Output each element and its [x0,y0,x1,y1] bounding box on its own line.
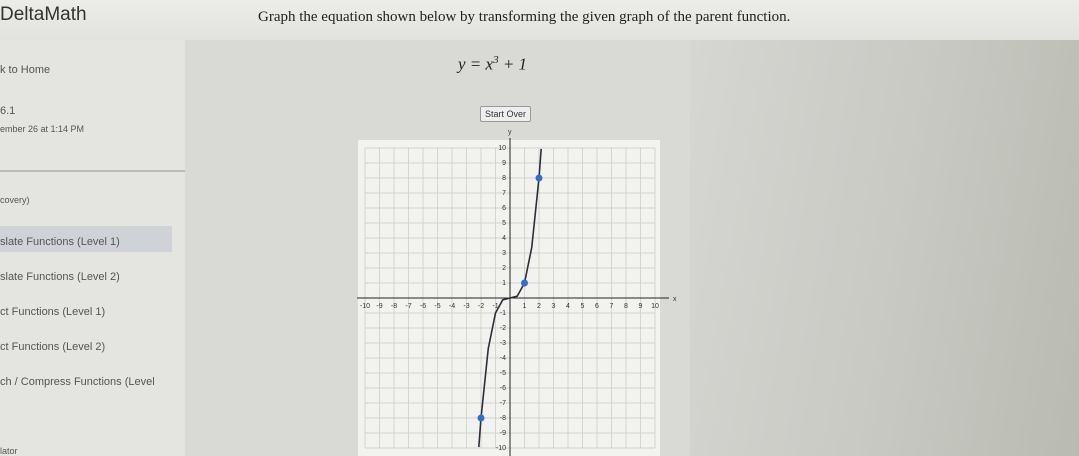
background-reflection [690,40,1079,456]
x-tick-label: -6 [420,303,426,310]
y-tick-label: -1 [500,310,506,317]
x-tick-label: -4 [449,303,455,310]
y-tick-label: 6 [502,205,506,212]
y-tick-label: -6 [500,385,506,392]
y-tick-label: -10 [496,445,506,452]
x-axis-label: x [673,296,677,303]
search[interactable]: covery) [0,195,30,205]
equation: y = x3 + 1 [458,54,527,75]
sidebar-item[interactable]: slate Functions (Level 2) [0,271,120,283]
y-tick-label: -7 [500,400,506,407]
y-tick-label: -3 [500,340,506,347]
control-point[interactable] [477,414,485,422]
sidebar-item[interactable]: slate Functions (Level 1) [0,236,120,248]
x-tick-label: -2 [478,303,484,310]
sidebar-item[interactable]: ct Functions (Level 2) [0,341,106,353]
curve [478,148,542,448]
x-tick-label: -3 [463,303,469,310]
x-tick-label: 8 [624,303,628,310]
eq-base: y = x [458,54,494,74]
y-tick-label: 4 [502,235,506,242]
x-tick-label: 3 [552,303,556,310]
x-tick-label: -8 [391,303,397,310]
y-tick-label: -4 [500,355,506,362]
y-tick-label: 3 [502,250,506,257]
y-tick-label: -9 [500,430,506,437]
x-tick-label: -9 [376,303,382,310]
y-tick-label: 9 [502,160,506,167]
x-tick-label: 7 [610,303,614,310]
header-bar [0,0,1079,40]
x-tick-label: 10 [651,303,659,310]
x-tick-label: 2 [537,303,541,310]
x-tick-label: 5 [581,303,585,310]
y-tick-label: -5 [500,370,506,377]
sidebar-item[interactable]: ch / Compress Functions (Level [0,376,155,388]
x-tick-label: 4 [566,303,570,310]
x-tick-label: 6 [595,303,599,310]
sidebar-item[interactable]: ct Functions (Level 1) [0,306,106,318]
x-tick-label: -1 [492,303,498,310]
y-axis-label: y [508,129,512,136]
control-point[interactable] [521,279,528,287]
footer[interactable]: lator [0,446,18,456]
y-tick-label: 7 [502,190,506,197]
back-link[interactable]: k to Home [0,64,51,76]
eq-rest: + 1 [502,54,528,74]
date: ember 26 at 1:14 PM [0,124,85,134]
x-tick-label: 1 [523,303,527,310]
y-tick-label: 5 [502,220,506,227]
start-over-button[interactable]: Start Over [480,106,532,122]
eq-exp: 3 [493,54,499,66]
y-tick-label: 8 [502,175,506,182]
y-tick-label: 10 [498,145,506,152]
x-tick-label: 9 [639,303,643,310]
instruction: Graph the equation shown below by transf… [258,9,791,25]
x-tick-label: -5 [434,303,440,310]
y-tick-label: -2 [500,325,506,332]
logo[interactable]: DeltaMath [0,4,87,25]
control-point[interactable] [535,174,543,182]
y-tick-label: 1 [502,280,506,287]
section: 6.1 [0,105,16,117]
divider [0,170,185,172]
x-tick-label: -10 [360,303,370,310]
y-tick-label: 2 [502,265,506,272]
selected-item-bg [0,226,172,252]
x-tick-label: -7 [405,303,411,310]
y-tick-label: -8 [500,415,506,422]
